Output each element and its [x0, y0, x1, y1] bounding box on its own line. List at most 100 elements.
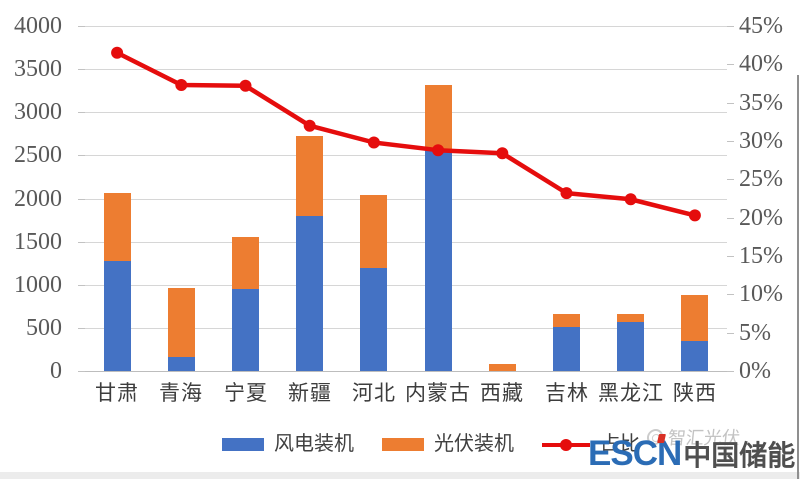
gridline [85, 285, 727, 286]
x-axis-label-西藏: 西藏 [480, 382, 524, 405]
y-axis-left-tick [78, 242, 85, 243]
y-axis-right-tick-label: 20% [739, 205, 783, 231]
y-axis-left-tick [78, 155, 85, 156]
ratio-point-青海 [175, 79, 188, 91]
x-axis-label-黑龙江: 黑龙江 [598, 382, 664, 405]
x-axis-label-青海: 青海 [159, 382, 203, 405]
stacked-bar-内蒙古 [425, 26, 452, 371]
y-axis-left-tick [78, 285, 85, 286]
y-axis-right-tick-label: 45% [739, 13, 783, 39]
y-axis-left-tick [78, 328, 85, 329]
wind-segment [553, 327, 580, 371]
x-axis-label-甘肃: 甘肃 [95, 382, 139, 405]
ratio-point-黑龙江 [624, 193, 637, 206]
x-axis-label-吉林: 吉林 [545, 382, 589, 405]
y-axis-right-tick-label: 40% [739, 51, 783, 77]
legend-item-风电装机: 风电装机 [222, 434, 354, 454]
y-axis-left-tick-label: 4000 [14, 13, 62, 39]
y-axis-left-tick-label: 1000 [14, 272, 62, 298]
wind-segment [104, 260, 131, 371]
y-axis-right-tick [727, 371, 734, 372]
wind-segment [168, 357, 195, 371]
legend-label: 风电装机 [274, 433, 354, 455]
y-axis-right-tick-label: 30% [739, 128, 783, 154]
legend: 风电装机 光伏装机 占比 [0, 434, 640, 454]
gridline [85, 328, 727, 329]
solar-segment [425, 84, 452, 149]
escn-logo-latin: ESCN [588, 434, 682, 473]
y-axis-right-tick [727, 333, 734, 334]
legend-swatch-icon [382, 437, 424, 451]
legend-line-marker-icon [542, 438, 590, 451]
y-axis-right-tick [727, 294, 734, 295]
stacked-bar-甘肃 [104, 26, 131, 371]
solar-segment [489, 363, 516, 371]
gridline [85, 155, 727, 156]
y-axis-right-tick [727, 64, 734, 65]
y-axis-left-tick-label: 2000 [14, 186, 62, 212]
y-axis-left-tick [78, 371, 85, 372]
ratio-line [116, 50, 696, 218]
legend-label: 光伏装机 [434, 433, 514, 455]
y-axis-left-tick-label: 2500 [14, 142, 62, 168]
gridline [85, 112, 727, 113]
y-axis-right-tick-label: 25% [739, 166, 783, 192]
solar-segment [360, 195, 387, 269]
y-axis-left-tick-label: 3500 [14, 56, 62, 82]
y-axis-left-tick-label: 500 [26, 315, 62, 341]
solar-segment [232, 237, 259, 290]
ratio-point-甘肃 [111, 46, 124, 59]
y-axis-left-tick-label: 0 [50, 358, 62, 384]
y-axis-left-tick-label: 3000 [14, 99, 62, 125]
legend-swatch-icon [222, 437, 264, 451]
stacked-bar-陕西 [681, 26, 708, 371]
y-axis-right-tick [727, 26, 734, 27]
solar-segment [617, 313, 644, 322]
stacked-bar-西藏 [489, 26, 516, 371]
wind-segment [360, 268, 387, 371]
ratio-point-陕西 [688, 209, 701, 222]
y-axis-right-tick [727, 256, 734, 257]
stacked-bar-宁夏 [232, 26, 259, 371]
y-axis-left-tick [78, 69, 85, 70]
gridline [85, 69, 727, 70]
y-axis-right-tick-label: 5% [739, 320, 771, 346]
y-axis-right-tick-label: 15% [739, 243, 783, 269]
gridline [85, 199, 727, 200]
y-axis-right-tick [727, 103, 734, 104]
gridline [85, 26, 727, 27]
y-axis-right-tick [727, 179, 734, 180]
y-axis-left-tick-label: 1500 [14, 229, 62, 255]
gridline [85, 242, 727, 243]
ratio-point-新疆 [303, 119, 316, 132]
legend-label: 占比 [600, 433, 640, 455]
y-axis-right-tick-label: 35% [739, 90, 783, 116]
y-axis-left-tick [78, 112, 85, 113]
legend-item-占比: 占比 [542, 434, 640, 454]
y-axis-left-tick [78, 26, 85, 27]
gridline [85, 371, 727, 372]
ratio-line-layer [111, 46, 701, 222]
stacked-bar-黑龙江 [617, 26, 644, 371]
bottom-shadow-band [0, 472, 800, 479]
wind-segment [232, 289, 259, 371]
solar-segment [681, 295, 708, 341]
stacked-bar-河北 [360, 26, 387, 371]
x-axis-label-内蒙古: 内蒙古 [405, 382, 471, 405]
solar-segment [168, 288, 195, 358]
x-axis-label-新疆: 新疆 [288, 382, 332, 405]
x-axis-label-河北: 河北 [352, 382, 396, 405]
page-right-border [797, 75, 799, 479]
wind-segment [425, 148, 452, 371]
stacked-bar-吉林 [553, 26, 580, 371]
wind-segment [617, 321, 644, 371]
legend-item-光伏装机: 光伏装机 [382, 434, 514, 454]
stacked-bar-青海 [168, 26, 195, 371]
stacked-bar-新疆 [296, 26, 323, 371]
y-axis-left-tick [78, 199, 85, 200]
ratio-point-西藏 [496, 147, 509, 160]
y-axis-right-tick-label: 10% [739, 281, 783, 307]
solar-segment [104, 192, 131, 261]
ratio-point-河北 [367, 136, 380, 149]
